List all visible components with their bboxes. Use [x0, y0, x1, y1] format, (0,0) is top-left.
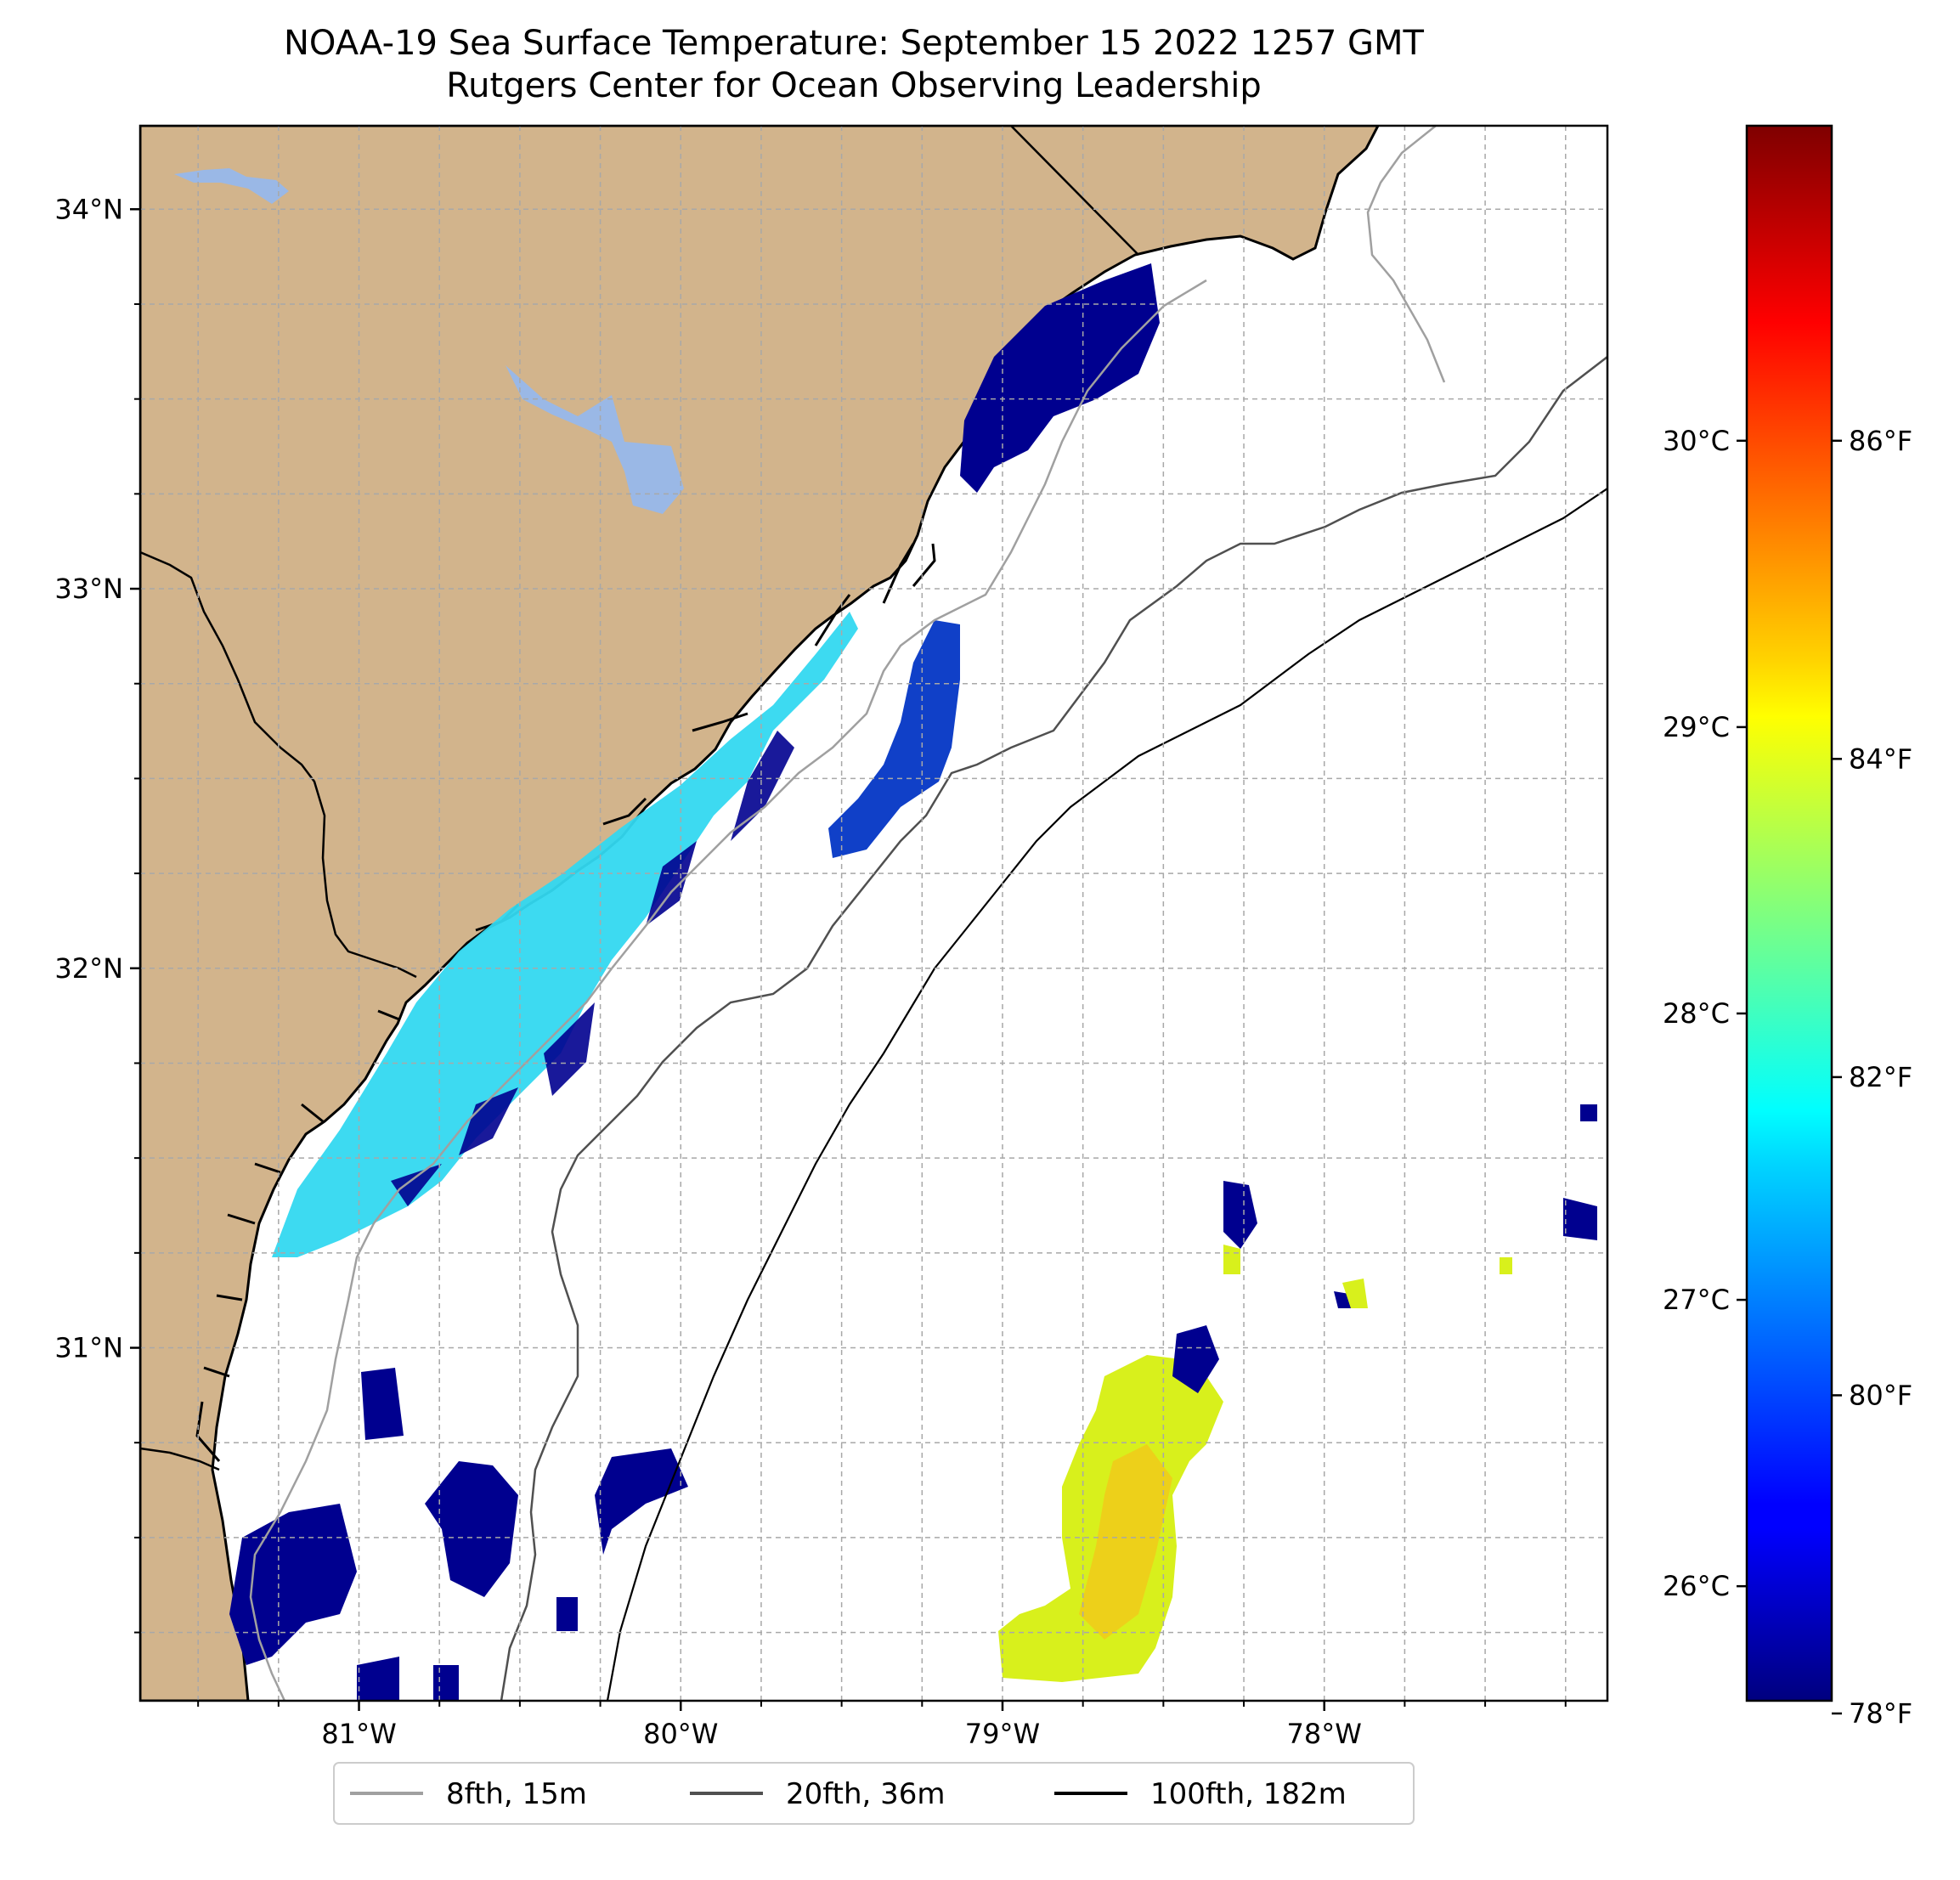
colorbar-scale: [1745, 124, 1833, 1702]
offshore-cool-patch-mid: [828, 620, 960, 858]
celsius-tick-label: 26°C: [1663, 1570, 1730, 1602]
lat-tick-label: 34°N: [54, 193, 123, 225]
fahrenheit-tick-label: 82°F: [1849, 1061, 1912, 1093]
lake-north: [174, 168, 289, 204]
land-mass: [140, 126, 1380, 1701]
nearshore-cool-fringe: [391, 731, 794, 1206]
lon-tick-label: 79°W: [965, 1718, 1040, 1750]
lon-axis: 81°W 80°W 79°W 78°W: [197, 1701, 1567, 1750]
legend-box: [333, 1762, 1415, 1825]
colorbar: 26°C 27°C 28°C 29°C 30°C 78°F 80°F 82°F 84°F 86°…: [1663, 124, 1912, 1730]
legend-label-20fth: 20fth, 36m: [786, 1777, 946, 1811]
southeast-warm-core: [1079, 1444, 1172, 1640]
contour-legend: 8fth, 15m 20fth, 36m 100fth, 182m: [333, 1762, 1415, 1825]
fahrenheit-tick-label: 86°F: [1849, 425, 1912, 457]
lat-tick-label: 33°N: [54, 573, 123, 605]
legend-label-100fth: 100fth, 182m: [1150, 1777, 1347, 1811]
map-title: NOAA-19 Sea Surface Temperature: Septemb…: [284, 24, 1425, 63]
colorbar-celsius-ticks: 26°C 27°C 28°C 29°C 30°C: [1663, 425, 1747, 1602]
lat-tick-label: 31°N: [54, 1332, 123, 1364]
map-frame: [138, 124, 1609, 1702]
celsius-tick-label: 27°C: [1663, 1284, 1730, 1316]
contour-100fth: [606, 488, 1607, 1701]
contour-20fth: [500, 356, 1607, 1701]
celsius-tick-label: 28°C: [1663, 997, 1730, 1030]
lake-marion: [506, 365, 684, 514]
map-panel: [140, 126, 1607, 1701]
state-border-north: [1010, 126, 1139, 256]
fahrenheit-tick-label: 78°F: [1849, 1697, 1912, 1730]
lon-tick-label: 78°W: [1287, 1718, 1362, 1750]
offshore-cool-patch-sw2: [357, 1368, 688, 1701]
fahrenheit-tick-label: 80°F: [1849, 1379, 1912, 1411]
state-border-south: [140, 1447, 220, 1471]
nearshore-warm-band: [272, 612, 858, 1257]
map-subtitle: Rutgers Center for Ocean Observing Leade…: [446, 66, 1262, 105]
offshore-cool-patch-north: [960, 263, 1160, 493]
lat-tick-label: 32°N: [54, 952, 123, 985]
state-border: [140, 550, 417, 979]
colorbar-fahrenheit-ticks: 78°F 80°F 82°F 84°F 86°F: [1832, 425, 1912, 1730]
celsius-tick-label: 30°C: [1663, 425, 1730, 457]
southeast-cool-spots: [1172, 1104, 1597, 1393]
fahrenheit-tick-label: 84°F: [1849, 742, 1912, 775]
legend-label-8fth: 8fth, 15m: [446, 1777, 587, 1811]
lon-tick-label: 81°W: [321, 1718, 396, 1750]
celsius-tick-label: 29°C: [1663, 711, 1730, 743]
contour-8fth: [249, 126, 1446, 1701]
gridlines: [140, 126, 1607, 1701]
lat-axis: 34°N 33°N 32°N 31°N: [54, 193, 140, 1634]
lon-tick-label: 80°W: [643, 1718, 718, 1750]
